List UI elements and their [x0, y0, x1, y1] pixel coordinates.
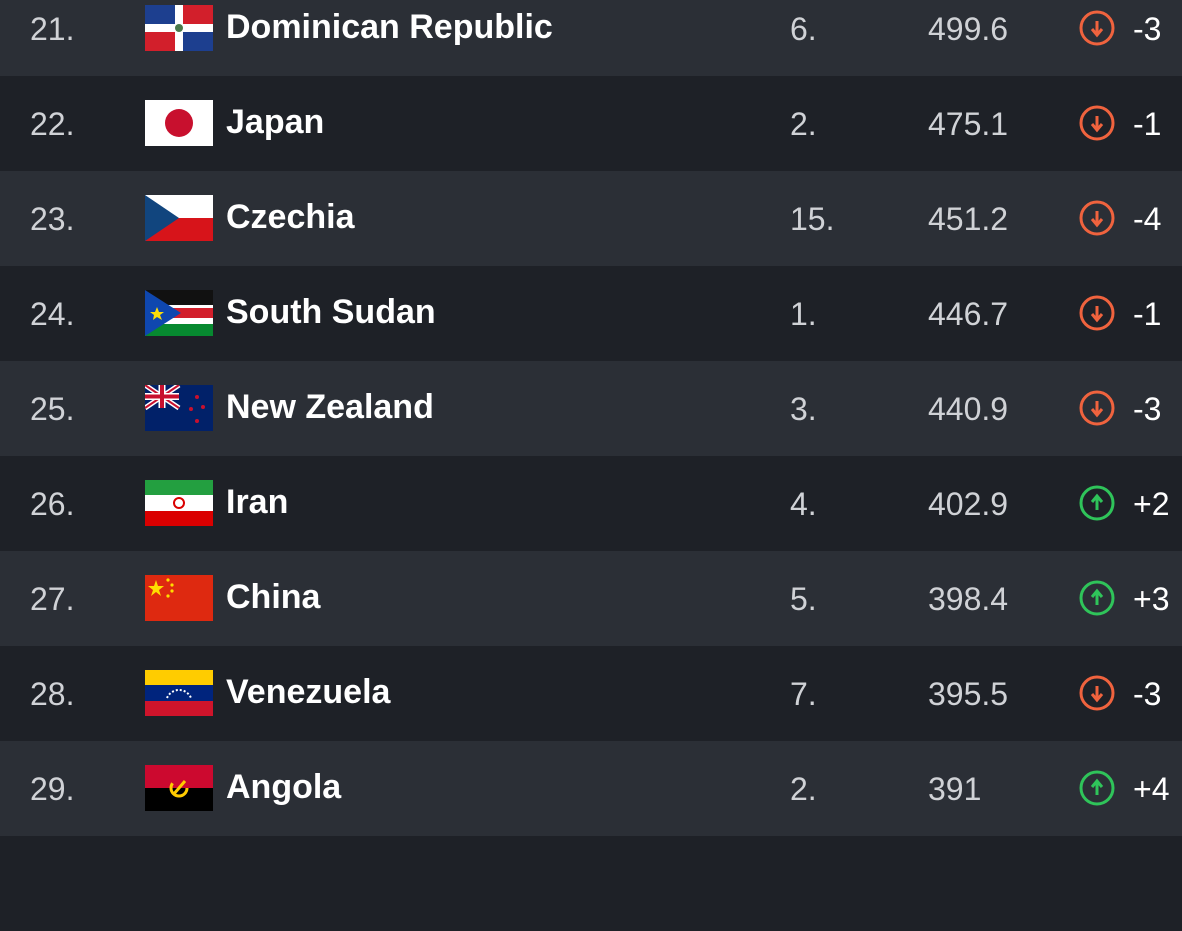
points: 395.5: [928, 676, 1009, 712]
dominican-republic-flag-icon: [145, 5, 213, 51]
rank-change: -4: [1133, 201, 1162, 237]
points: 451.2: [928, 201, 1009, 237]
rank: 24.: [30, 296, 75, 332]
arrow-down-circle-icon: [1079, 675, 1115, 711]
previous-rank: 2.: [790, 106, 817, 142]
rank: 29.: [30, 771, 75, 807]
rank: 27.: [30, 581, 75, 617]
arrow-down-circle-icon: [1079, 390, 1115, 426]
iran-flag-icon: [145, 480, 213, 526]
rank: 28.: [30, 676, 75, 712]
points: 446.7: [928, 296, 1009, 332]
table-row[interactable]: 24. South Sudan 1. 446.7 -1: [0, 266, 1182, 361]
rank: 22.: [30, 106, 75, 142]
previous-rank: 5.: [790, 581, 817, 617]
rank: 21.: [30, 11, 75, 47]
table-row[interactable]: 21. Dominican Republic 6. 499.6 -3: [0, 0, 1182, 76]
china-flag-icon: [145, 575, 213, 621]
venezuela-flag-icon: [145, 670, 213, 716]
arrow-down-circle-icon: [1079, 105, 1115, 141]
points: 398.4: [928, 581, 1009, 617]
country-name[interactable]: Japan: [226, 103, 325, 141]
new-zealand-flag-icon: [145, 385, 213, 431]
table-row[interactable]: 25. New Zealand 3. 440.9 -3: [0, 361, 1182, 456]
arrow-down-circle-icon: [1079, 295, 1115, 331]
country-name[interactable]: Venezuela: [226, 673, 391, 711]
rank-change: +4: [1133, 771, 1170, 807]
rank-change: -3: [1133, 676, 1162, 712]
arrow-down-circle-icon: [1079, 200, 1115, 236]
country-name[interactable]: New Zealand: [226, 388, 434, 426]
rank-change: +3: [1133, 581, 1170, 617]
points: 499.6: [928, 11, 1009, 47]
previous-rank: 15.: [790, 201, 835, 237]
table-row[interactable]: 29. Angola 2. 391 +4: [0, 741, 1182, 836]
previous-rank: 7.: [790, 676, 817, 712]
points: 402.9: [928, 486, 1009, 522]
rank-change: +2: [1133, 486, 1170, 522]
points: 440.9: [928, 391, 1009, 427]
angola-flag-icon: [145, 765, 213, 811]
table-row[interactable]: 27. China 5. 398.4 +3: [0, 551, 1182, 646]
country-name[interactable]: Angola: [226, 768, 342, 806]
country-name[interactable]: Dominican Republic: [226, 8, 553, 46]
country-name[interactable]: China: [226, 578, 321, 616]
rank: 25.: [30, 391, 75, 427]
country-name[interactable]: Czechia: [226, 198, 355, 236]
points: 475.1: [928, 106, 1009, 142]
country-name[interactable]: South Sudan: [226, 293, 436, 331]
rank-change: -3: [1133, 11, 1162, 47]
previous-rank: 4.: [790, 486, 817, 522]
arrow-down-circle-icon: [1079, 10, 1115, 46]
rank: 23.: [30, 201, 75, 237]
table-row[interactable]: 26. Iran 4. 402.9 +2: [0, 456, 1182, 551]
country-name[interactable]: Iran: [226, 483, 289, 521]
table-row[interactable]: 23. Czechia 15. 451.2 -4: [0, 171, 1182, 266]
table-row[interactable]: 22. Japan 2. 475.1 -1: [0, 76, 1182, 171]
japan-flag-icon: [145, 100, 213, 146]
rank-change: -3: [1133, 391, 1162, 427]
rank-change: -1: [1133, 296, 1162, 332]
arrow-up-circle-icon: [1079, 770, 1115, 806]
previous-rank: 6.: [790, 11, 817, 47]
previous-rank: 1.: [790, 296, 817, 332]
czechia-flag-icon: [145, 195, 213, 241]
table-row[interactable]: 28. Venezuela 7. 395.5 -3: [0, 646, 1182, 741]
table-row: [0, 836, 1182, 931]
previous-rank: 3.: [790, 391, 817, 427]
arrow-up-circle-icon: [1079, 580, 1115, 616]
points: 391: [928, 771, 982, 807]
arrow-up-circle-icon: [1079, 485, 1115, 521]
previous-rank: 2.: [790, 771, 817, 807]
rank-change: -1: [1133, 106, 1162, 142]
rank: 26.: [30, 486, 75, 522]
south-sudan-flag-icon: [145, 290, 213, 336]
